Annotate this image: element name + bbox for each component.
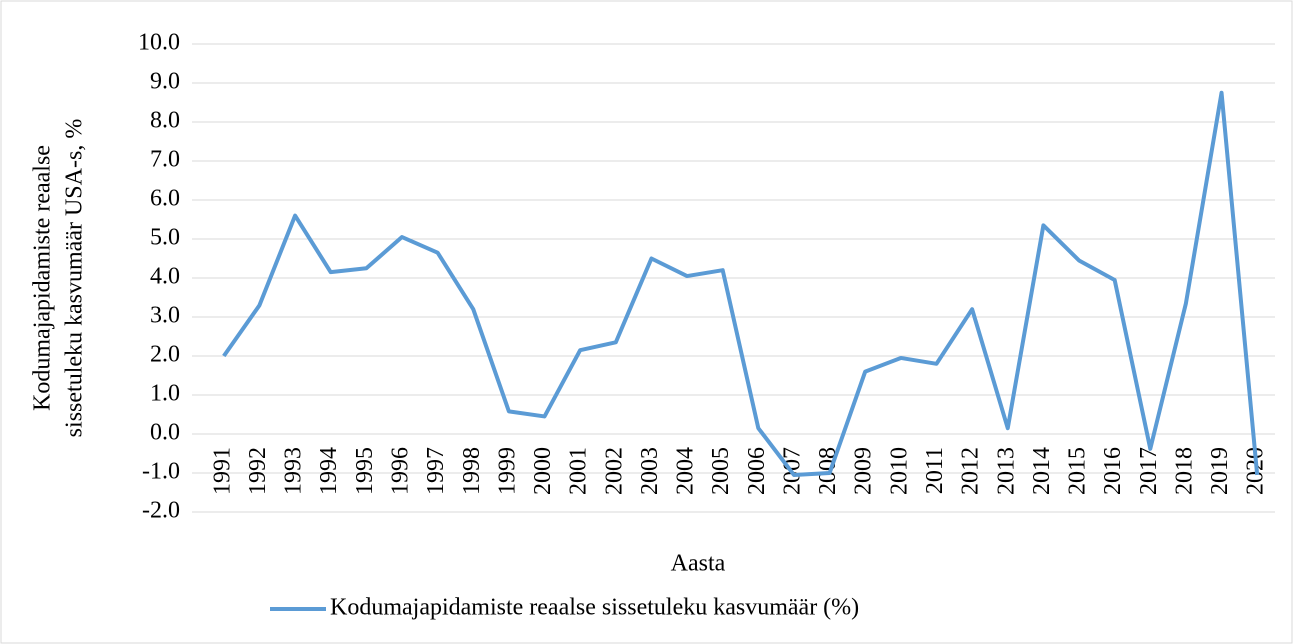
x-tick-label: 2016 <box>1100 447 1126 495</box>
x-tick-label: 2017 <box>1136 447 1162 495</box>
x-tick-label: 2003 <box>637 447 663 495</box>
y-tick-label: 10.0 <box>138 30 180 56</box>
x-tick-label: 2014 <box>1029 447 1055 495</box>
x-tick-label: 2000 <box>530 447 556 495</box>
x-tick-label: 2013 <box>993 447 1019 495</box>
x-tick-label: 1996 <box>387 447 413 495</box>
x-tick-label: 2015 <box>1065 447 1091 495</box>
x-tick-label: 2010 <box>886 447 912 495</box>
x-tick-label: 1994 <box>316 447 342 495</box>
x-tick-label: 1999 <box>494 447 520 495</box>
data-line <box>222 90 1260 477</box>
y-tick-label: 2.0 <box>150 342 180 368</box>
x-tick-label: 1998 <box>459 447 485 495</box>
y-tick-label: -2.0 <box>142 498 180 524</box>
x-tick-label: 1993 <box>281 447 307 495</box>
y-tick-label: 6.0 <box>150 186 180 212</box>
y-axis-label: sissetuleku kasvumäär USA-s, % <box>62 119 88 438</box>
y-tick-label: 3.0 <box>150 303 180 329</box>
x-tick-label: 2004 <box>673 447 699 495</box>
y-tick-label: -1.0 <box>142 459 180 485</box>
x-tick-label: 2011 <box>922 447 948 494</box>
x-tick-label: 1997 <box>423 447 449 495</box>
x-tick-label: 1992 <box>245 447 271 495</box>
x-tick-label: 2019 <box>1207 447 1233 495</box>
y-tick-label: 8.0 <box>150 108 180 134</box>
x-tick-label: 2006 <box>744 447 770 495</box>
x-axis-label: Aasta <box>671 551 726 577</box>
x-tick-label: 2012 <box>958 447 984 495</box>
y-tick-label: 1.0 <box>150 381 180 407</box>
x-tick-label: 2005 <box>708 447 734 495</box>
x-tick-label: 1995 <box>352 447 378 495</box>
y-tick-label: 9.0 <box>150 69 180 95</box>
y-tick-label: 4.0 <box>150 264 180 290</box>
legend-label: Kodumajapidamiste reaalse sissetuleku ka… <box>330 595 859 621</box>
y-axis-label: Kodumajapidamiste reaalse <box>30 145 56 411</box>
x-tick-label: 2002 <box>601 447 627 495</box>
x-tick-label: 2001 <box>566 447 592 495</box>
x-tick-label: 2009 <box>851 447 877 495</box>
y-tick-label: 5.0 <box>150 225 180 251</box>
x-tick-label: 2018 <box>1171 447 1197 495</box>
y-tick-label: 7.0 <box>150 147 180 173</box>
y-tick-label: 0.0 <box>150 420 180 446</box>
x-tick-label: 1991 <box>209 447 235 495</box>
